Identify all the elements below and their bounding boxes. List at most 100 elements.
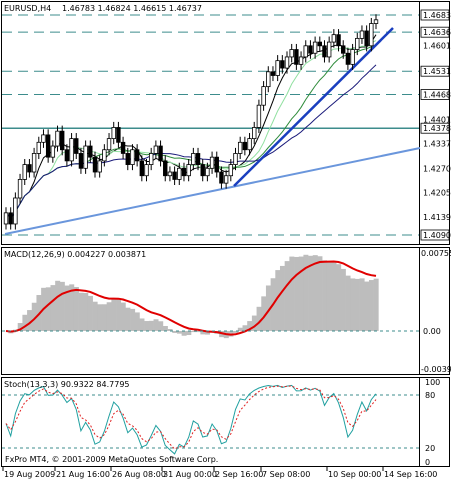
macd-bar: [102, 304, 107, 331]
macd-scale-bottom: -0.003908: [421, 365, 451, 374]
stoch-scale-0: 0: [425, 458, 430, 467]
macd-bar: [31, 302, 37, 331]
candle-body: [27, 164, 32, 173]
candle-body: [214, 156, 219, 173]
candle-body: [50, 145, 56, 158]
candle-body: [172, 171, 177, 180]
candle-body: [45, 134, 51, 158]
macd-bar: [116, 299, 122, 331]
short-trendline[interactable]: [233, 27, 394, 187]
candle-body: [83, 145, 88, 169]
candle-body: [69, 138, 74, 162]
candle-body: [181, 167, 187, 177]
macd-bar: [176, 331, 182, 334]
candle-body: [125, 153, 130, 165]
candle-body: [191, 153, 196, 165]
candle-body: [331, 34, 337, 43]
stoch-scale-panel: [419, 377, 450, 467]
price-scale-label: 1.44688: [423, 91, 451, 100]
candle-body: [326, 41, 332, 58]
candle-body: [317, 41, 322, 47]
macd-bar: [237, 327, 243, 331]
price-scale-label: 1.41390: [423, 213, 451, 222]
price-tag-box: [420, 89, 450, 100]
candle-body: [275, 60, 280, 76]
macd-bar: [312, 255, 318, 331]
price-tag-box: [420, 26, 450, 38]
macd-bar: [298, 256, 304, 331]
candle-body: [130, 149, 135, 165]
macd-bar: [148, 320, 154, 331]
price-scale-label: 1.43370: [423, 139, 451, 148]
candle-body: [355, 37, 360, 50]
macd-bar: [17, 323, 23, 331]
macd-bar: [289, 256, 295, 331]
macd-bar: [294, 256, 300, 331]
candle-body: [312, 41, 318, 54]
candle-body: [106, 138, 112, 151]
macd-bar: [45, 287, 51, 331]
macd-bar: [284, 261, 290, 331]
time-label: 10 Sep 00:00: [328, 470, 381, 479]
macd-bar: [120, 302, 126, 331]
candle-body: [31, 153, 37, 173]
candle-body: [120, 141, 126, 154]
macd-bar: [331, 261, 337, 331]
macd-bar: [106, 302, 112, 331]
candle-body: [336, 34, 341, 47]
price-scale-label: 1.45316: [423, 67, 451, 76]
macd-bar: [345, 275, 351, 331]
macd-bar: [200, 331, 206, 335]
time-label: 19 Aug 2009: [4, 470, 55, 479]
candle-body: [350, 49, 355, 65]
candle-body: [17, 179, 23, 199]
candle-body: [284, 56, 290, 69]
macd-bar: [256, 306, 262, 331]
macd-bar: [336, 264, 342, 331]
candle-body: [111, 127, 116, 140]
macd-bar: [186, 331, 192, 336]
candle-body: [139, 160, 145, 177]
price-scale-label: 1.42700: [423, 164, 451, 173]
long-trendline[interactable]: [4, 147, 421, 235]
candle-body: [195, 153, 201, 165]
macd-bar: [195, 331, 201, 333]
candle-body: [36, 141, 41, 154]
macd-bar: [308, 255, 314, 331]
price-scale-labels: 1.46830 1.46367 1.46010 1.45316 1.44688 1.440…: [420, 9, 451, 241]
candle-body: [364, 30, 369, 47]
macd-bar: [261, 296, 267, 331]
macd-bar: [354, 278, 360, 331]
candle-body: [205, 167, 210, 177]
candle-body: [116, 127, 121, 143]
candle-body: [78, 153, 84, 169]
macd-bar: [167, 329, 173, 331]
candle-body: [369, 23, 374, 47]
candle-body: [74, 138, 79, 154]
price-scale-label: 1.40903: [423, 231, 451, 240]
macd-bar: [181, 331, 187, 336]
candle-body: [177, 167, 182, 180]
stoch-scale-20: 20: [425, 444, 435, 453]
macd-bar: [373, 278, 379, 331]
macd-bar: [275, 270, 281, 331]
macd-bar: [27, 310, 33, 331]
time-label: 14 Sep 16:00: [384, 470, 437, 479]
macd-bar: [144, 321, 150, 331]
candle-body: [163, 160, 168, 177]
macd-bar: [50, 285, 56, 331]
macd-bar: [59, 281, 65, 331]
chart-header-symbol: EURUSD,H4: [4, 4, 51, 13]
macd-bar: [172, 331, 178, 333]
macd-bar: [326, 261, 332, 331]
macd-bar: [153, 319, 159, 331]
candlesticks: [3, 14, 379, 230]
macd-bar: [125, 307, 131, 331]
macd-bar: [205, 331, 211, 335]
candle-body: [144, 164, 149, 177]
candle-body: [345, 52, 351, 65]
macd-histogram: [8, 254, 379, 339]
candle-body: [359, 30, 365, 39]
macd-bar: [340, 268, 346, 331]
candle-body: [88, 145, 93, 158]
